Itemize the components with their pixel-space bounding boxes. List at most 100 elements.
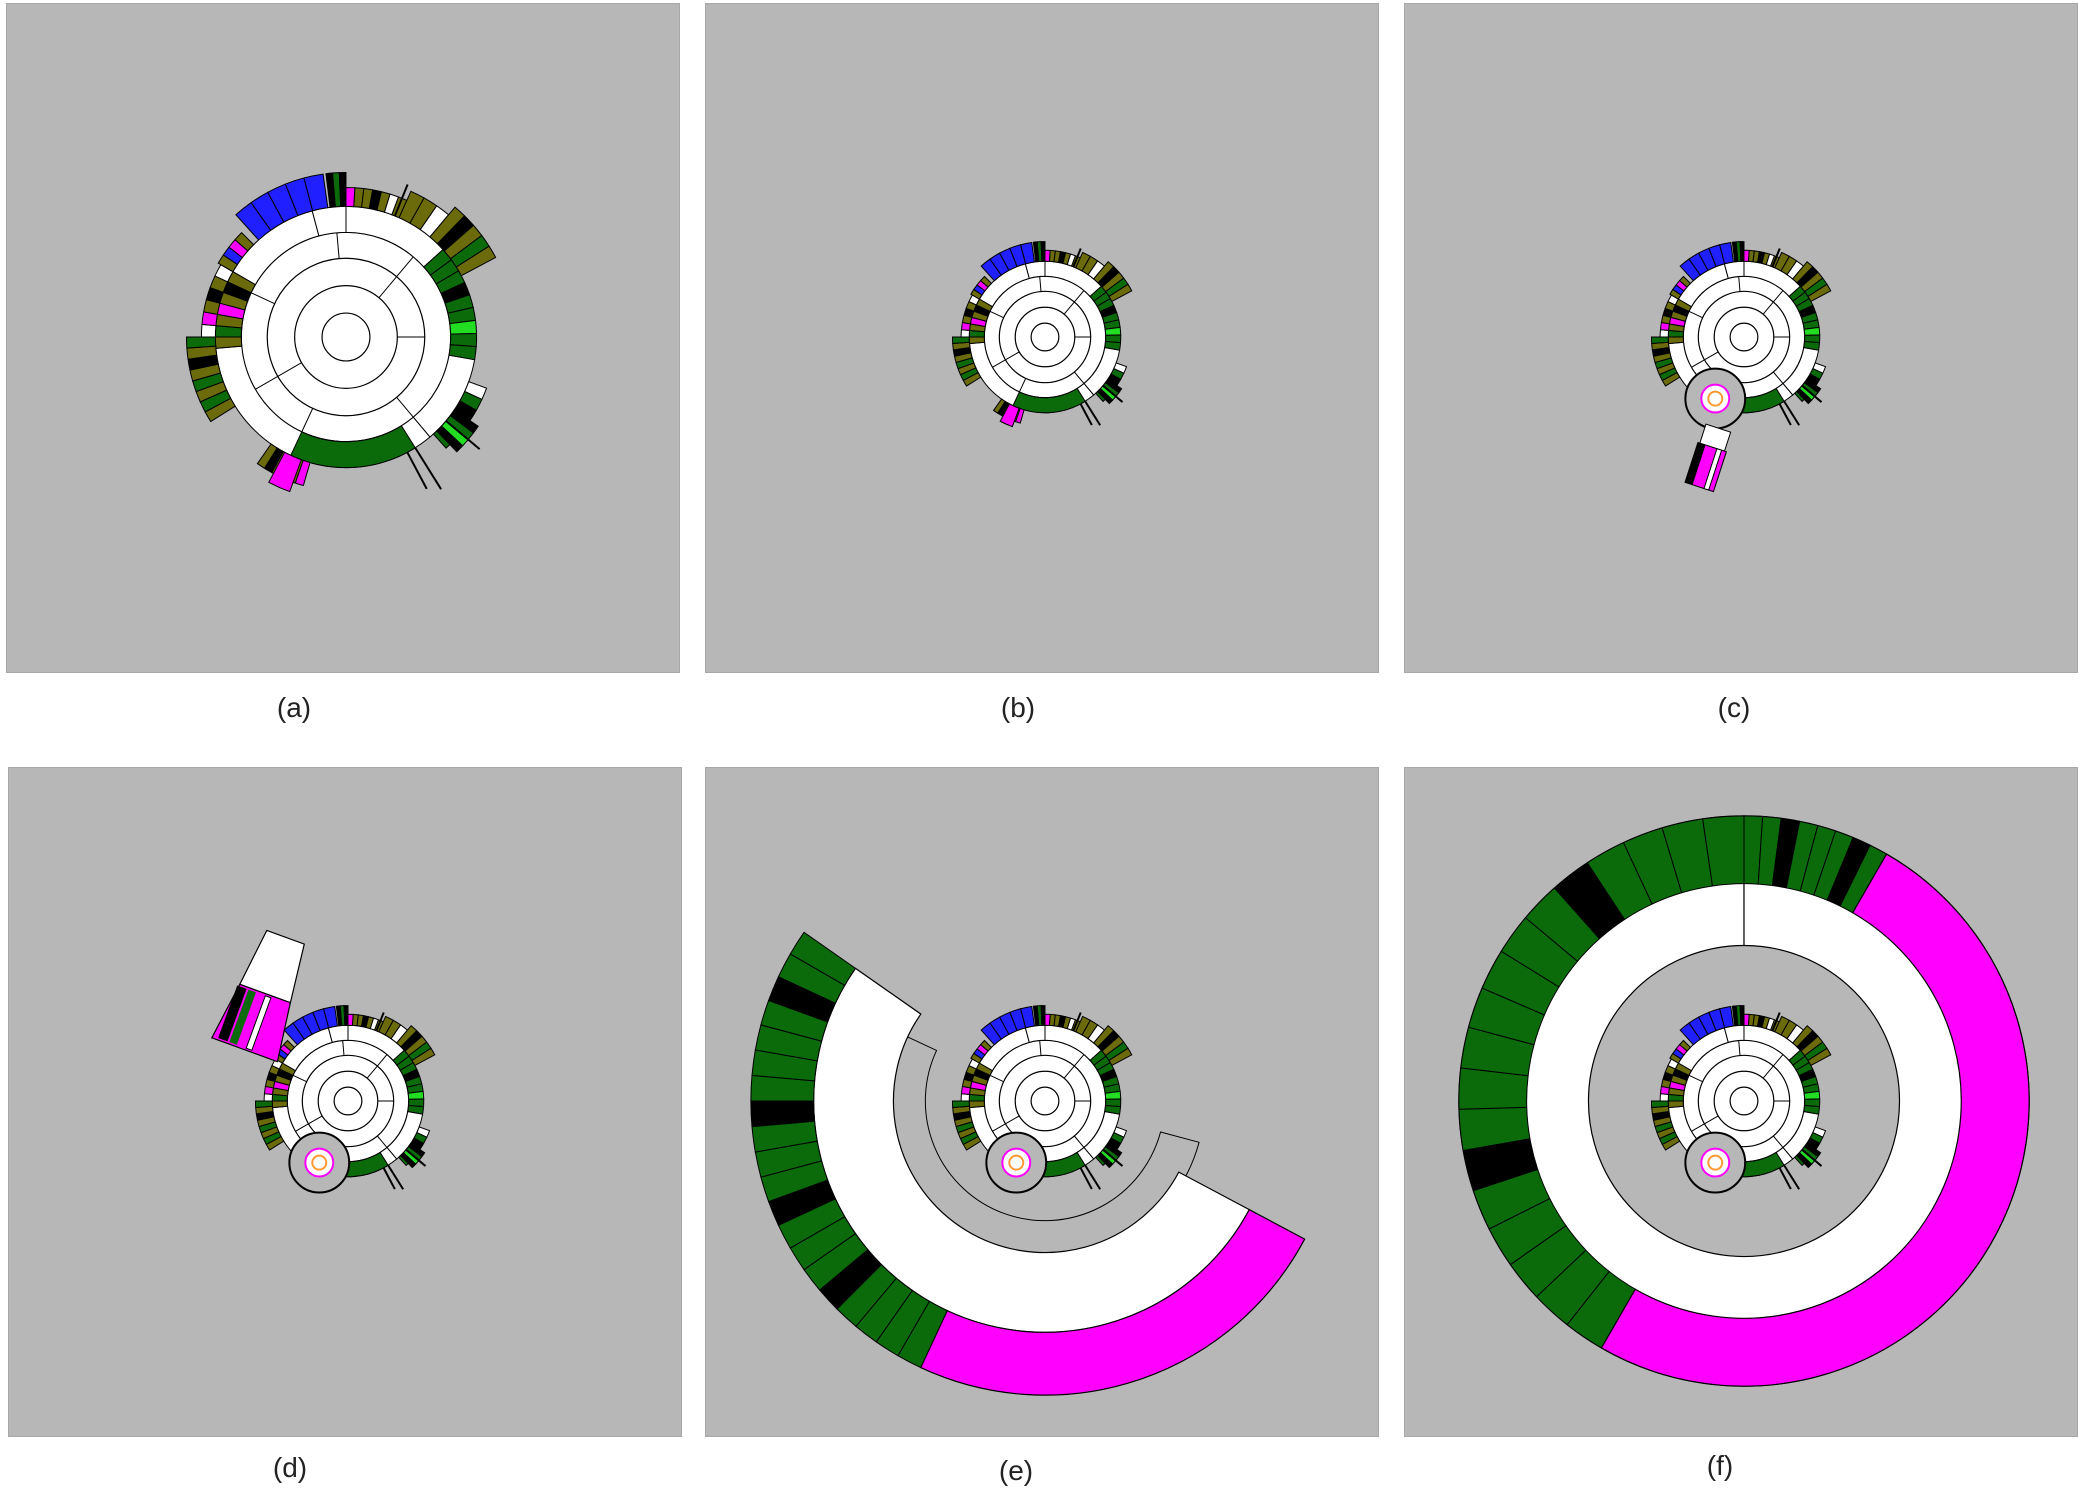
outer-leaf: [338, 171, 347, 208]
node-divider: [1688, 310, 1703, 319]
level-3-node: [1803, 1090, 1821, 1100]
sunburst-canvas: [1650, 241, 1832, 493]
node-divider: [336, 232, 340, 259]
outer-leaf: [1795, 1151, 1813, 1169]
outer-leaf: [256, 443, 278, 469]
level-3-node: [1024, 1024, 1046, 1043]
outer-leaf: [1020, 241, 1036, 265]
lens-node: [304, 1147, 335, 1178]
sunburst: [1650, 1005, 1832, 1192]
node-divider: [1691, 351, 1719, 368]
node-divider: [989, 310, 1004, 319]
level-3-node: [311, 205, 347, 237]
node-divider: [1063, 290, 1085, 315]
caption-b: (b): [1000, 692, 1036, 723]
outer-leaf: [1108, 1047, 1133, 1067]
leaf-spike: [1072, 248, 1082, 268]
outer-leaf: [960, 329, 971, 338]
outer-leaf: [185, 336, 217, 349]
outer-leaf: [343, 1005, 349, 1026]
outer-leaf: [999, 403, 1020, 428]
outer-leaf: [1807, 1047, 1832, 1067]
branch-leaf: [1684, 442, 1706, 485]
lens-node: [1008, 1154, 1025, 1171]
sunburst: [951, 241, 1133, 428]
node-divider: [295, 1115, 323, 1132]
leaf-spike: [1783, 400, 1800, 426]
node-divider: [992, 351, 1020, 368]
lens-node: [311, 1154, 328, 1171]
lens-node: [1700, 1147, 1731, 1178]
panel-f: [1404, 767, 2078, 1437]
outer-leaf: [1650, 1100, 1669, 1108]
lens-node: [1707, 390, 1724, 407]
leaf-spike: [1778, 1167, 1792, 1190]
lens-node: [1700, 383, 1731, 414]
leaf-spike: [382, 1167, 396, 1190]
root-node: [1729, 322, 1759, 352]
outer-leaf: [1659, 1093, 1670, 1102]
level-3-node: [327, 1024, 349, 1043]
level-3-node: [1012, 387, 1086, 414]
outer-leaf: [1040, 1005, 1046, 1026]
focus-lens: [985, 1131, 1048, 1194]
node-divider: [292, 1074, 307, 1083]
node-divider: [342, 1040, 345, 1056]
level-3-node: [407, 1090, 425, 1100]
outer-leaf: [951, 1100, 970, 1108]
leaf-spike: [1771, 1012, 1781, 1032]
leaf-spike: [1084, 1164, 1101, 1190]
node-divider: [301, 408, 314, 433]
panel-e: [705, 767, 1379, 1437]
sunburst-canvas: [210, 929, 436, 1194]
level-3-node: [1667, 336, 1685, 345]
level-3-node: [968, 1100, 986, 1109]
node-divider: [1772, 371, 1784, 384]
sunburst: [951, 1005, 1133, 1192]
leaf-spike: [1771, 248, 1781, 268]
leaf-spike: [393, 184, 409, 217]
sunburst-canvas: [185, 171, 497, 493]
leaf-spike: [445, 420, 481, 450]
node-divider: [1039, 276, 1042, 292]
leaf-spike: [387, 1164, 404, 1190]
level-3-node: [407, 1104, 425, 1115]
outer-leaf: [1096, 387, 1114, 405]
sunburst-canvas: [1458, 815, 2030, 1387]
outer-leaf: [303, 173, 329, 212]
outer-leaf: [323, 1005, 339, 1029]
level-3-node: [290, 425, 416, 469]
outer-leaf: [992, 398, 1006, 414]
leaf-spike: [1084, 400, 1101, 426]
node-divider: [366, 1054, 388, 1079]
node-divider: [250, 292, 275, 305]
focus-ring-full: [1458, 815, 2030, 1387]
node-divider: [1039, 1040, 1042, 1056]
node-divider: [1762, 290, 1784, 315]
node-divider: [992, 1115, 1020, 1132]
sunburst: [185, 171, 497, 493]
leaf-spike: [1102, 384, 1124, 403]
level-3-node: [1104, 1104, 1122, 1115]
node-divider: [255, 362, 302, 390]
outer-leaf: [1719, 241, 1735, 265]
leaf-spike: [1079, 1167, 1093, 1190]
root-node: [1030, 1086, 1060, 1116]
level-3-node: [1723, 260, 1745, 279]
node-divider: [376, 1135, 388, 1148]
outer-leaf: [1795, 387, 1813, 405]
outer-leaf: [1739, 241, 1745, 262]
branch-leaf: [218, 985, 247, 1042]
leaf-spike: [1079, 403, 1093, 426]
level-3-node: [1024, 260, 1046, 279]
leaf-spike: [1801, 1148, 1823, 1167]
outer-leaf: [979, 1039, 993, 1052]
node-divider: [1772, 1135, 1784, 1148]
focus-lens: [288, 1131, 351, 1194]
caption-f: (f): [1706, 1450, 1734, 1481]
panel-c: [1404, 3, 2078, 673]
node-divider: [1738, 276, 1741, 292]
level-3-node: [968, 336, 986, 345]
level-3-node: [1104, 326, 1122, 336]
leaf-spike: [406, 451, 428, 490]
